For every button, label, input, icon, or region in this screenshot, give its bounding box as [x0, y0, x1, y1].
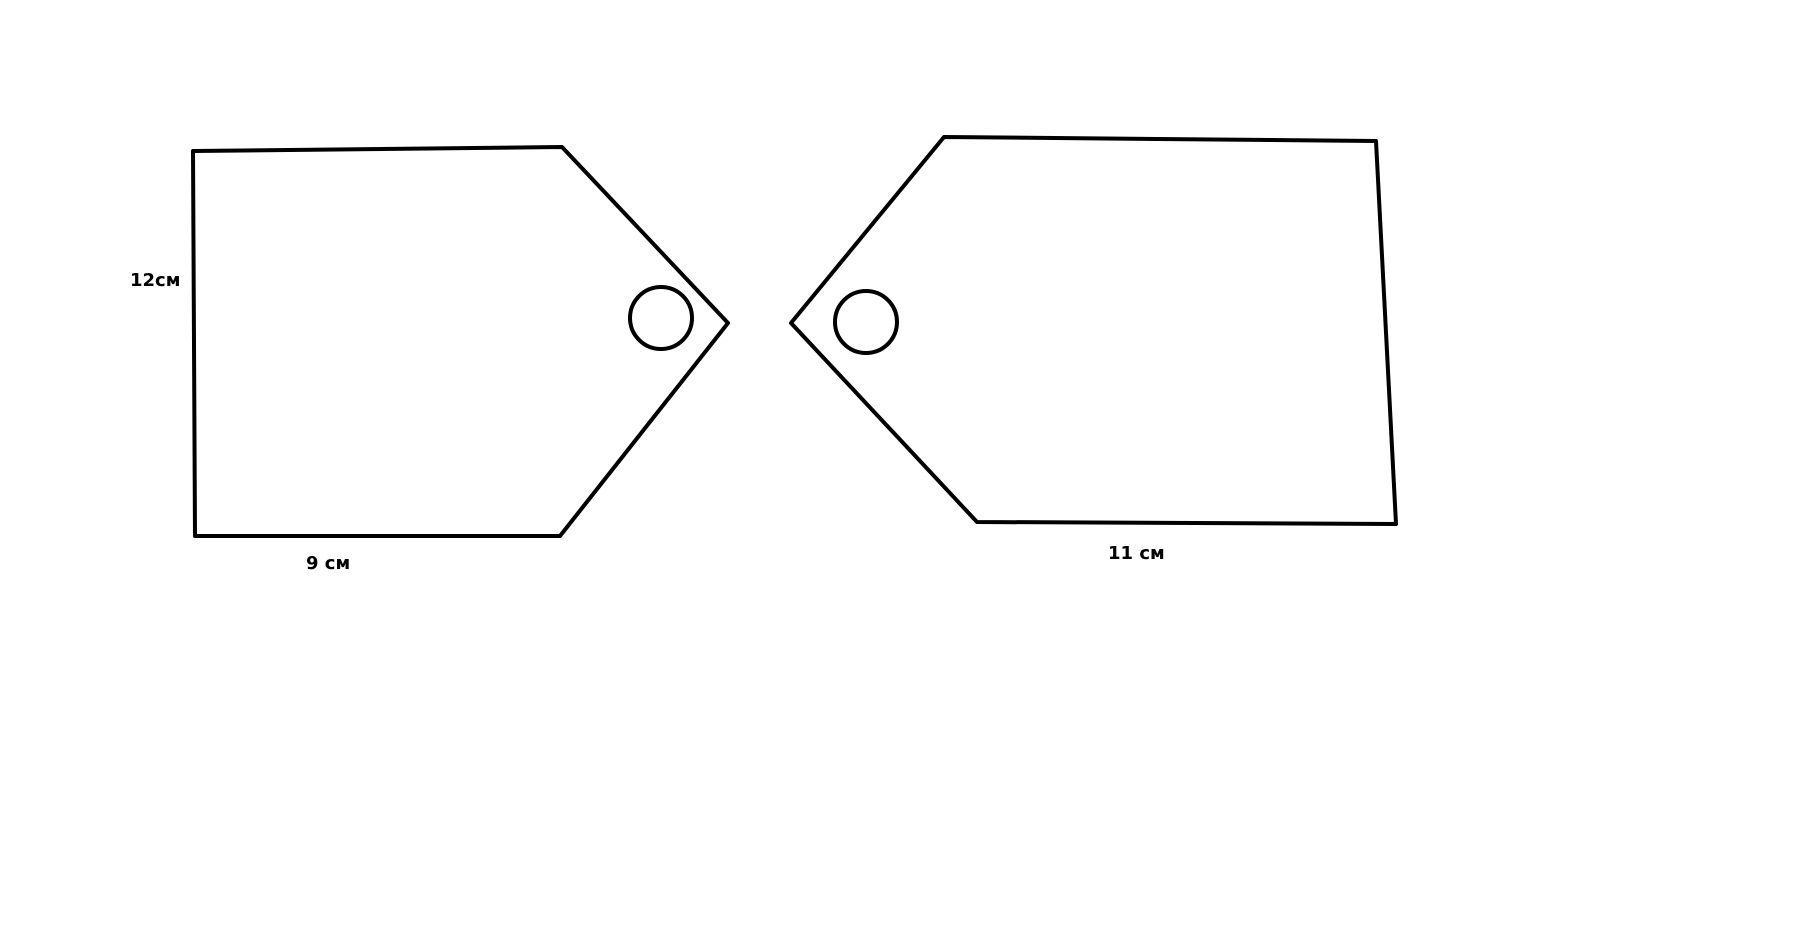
- left-tag-hole: [628, 285, 694, 351]
- left-tag-width-label: 9 см: [306, 553, 350, 574]
- left-tag-height-label: 12см: [130, 270, 180, 291]
- right-tag-width-label: 11 см: [1108, 543, 1165, 564]
- right-tag-hole: [833, 289, 899, 355]
- right-tag: 11 см: [789, 135, 1398, 564]
- left-tag: 12см 9 см: [130, 145, 730, 574]
- left-tag-outline: [191, 145, 730, 538]
- right-tag-outline: [789, 135, 1398, 526]
